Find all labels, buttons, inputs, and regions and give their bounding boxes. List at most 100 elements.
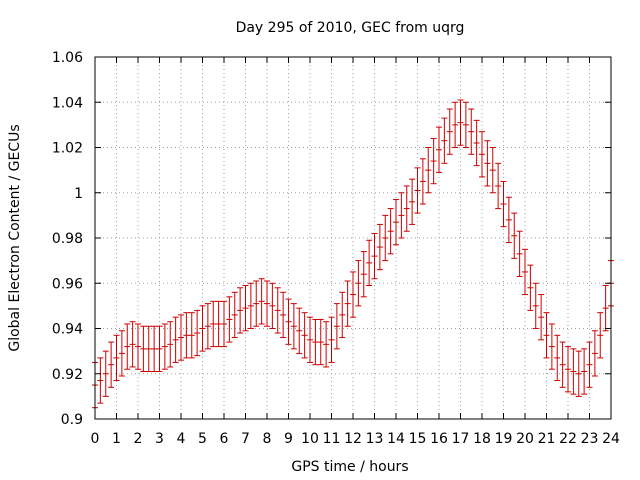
x-tick-label: 0 (91, 431, 100, 447)
error-bar-point (280, 291, 287, 339)
y-tick-label: 0.94 (52, 322, 83, 338)
error-bar-point (473, 119, 480, 167)
error-bar-point (178, 314, 184, 361)
x-tick-label: 13 (366, 431, 384, 447)
x-tick-label: 8 (263, 431, 272, 447)
x-tick-label: 18 (473, 431, 491, 447)
x-tick-label: 3 (155, 431, 164, 447)
error-bar-point (350, 271, 356, 318)
y-tick-label: 0.98 (52, 231, 83, 247)
x-tick-label: 7 (241, 431, 250, 447)
y-tick-label: 1.02 (52, 141, 83, 157)
error-bar-point (113, 334, 120, 382)
error-bar-point (328, 316, 335, 363)
error-bar-point (312, 318, 319, 366)
error-bar-point (221, 300, 227, 348)
x-tick-label: 19 (495, 431, 513, 447)
error-bar-point (419, 158, 426, 205)
error-bar-point (591, 330, 598, 377)
error-bar-series (92, 99, 614, 409)
error-bar-point (403, 185, 410, 232)
error-bar-point (204, 303, 211, 350)
error-bar-point (274, 287, 281, 334)
x-tick-label: 12 (344, 431, 362, 447)
error-bar-point (285, 298, 292, 345)
error-bar-point (559, 341, 566, 388)
error-bar-point (602, 285, 609, 332)
error-bar-point (484, 140, 491, 187)
error-bar-point (522, 248, 528, 296)
error-bar-point (479, 131, 485, 178)
error-bar-point (135, 323, 141, 370)
error-bar-point (430, 137, 437, 185)
error-bar-point (156, 325, 163, 372)
error-bar-point (398, 192, 405, 239)
x-tick-label: 14 (387, 431, 405, 447)
error-bar-point (231, 291, 238, 339)
error-bar-point (108, 341, 115, 388)
error-bar-point (339, 291, 346, 339)
error-bar-point (543, 312, 550, 359)
error-bar-point (565, 346, 571, 393)
error-bar-point (387, 208, 394, 255)
y-tick-label: 1.06 (52, 50, 83, 66)
error-bar-point (253, 280, 260, 327)
error-bar-point (409, 178, 416, 225)
error-bar-point (495, 162, 502, 210)
error-bar-point (554, 334, 561, 382)
x-tick-label: 16 (430, 431, 448, 447)
axis-ticks: 0 1 2 3 4 5 6 7 8 9 10 11 12 13 14 15 16 17 18 19 20 21 22 23 24… (52, 50, 620, 447)
error-bar-point (102, 350, 109, 397)
x-tick-label: 5 (198, 431, 207, 447)
error-bar-point (264, 280, 270, 327)
error-bar-point (581, 348, 588, 395)
error-bar-point (97, 357, 104, 404)
error-bar-point (355, 260, 362, 307)
y-tick-label: 1.04 (52, 95, 83, 111)
error-bar-point (376, 223, 383, 271)
error-bar-point (527, 264, 534, 311)
error-bar-point (140, 325, 147, 372)
error-bar-point (382, 214, 389, 262)
x-tick-label: 24 (602, 431, 620, 447)
error-bar-point (586, 341, 593, 388)
error-bar-point (570, 348, 577, 395)
error-bar-point (462, 101, 469, 148)
error-bar-point (167, 321, 174, 368)
error-bar-point (290, 303, 297, 350)
x-tick-label: 1 (112, 431, 121, 447)
error-bar-point (124, 323, 131, 370)
error-bar-point (247, 282, 254, 329)
x-tick-label: 11 (323, 431, 341, 447)
error-bar-point (226, 296, 233, 343)
error-bar-point (597, 312, 604, 359)
x-tick-label: 6 (220, 431, 229, 447)
x-tick-label: 9 (284, 431, 293, 447)
error-bar-point (505, 196, 512, 244)
error-bar-point (575, 350, 582, 397)
error-bar-point (194, 309, 201, 357)
error-bar-point (317, 318, 324, 366)
x-axis-label: GPS time / hours (291, 459, 408, 475)
error-bar-point (538, 294, 545, 341)
error-bar-point (468, 108, 475, 155)
error-bar-point (489, 147, 496, 194)
error-bar-point (532, 282, 539, 329)
error-bar-point (441, 117, 448, 164)
error-bar-point (296, 307, 303, 354)
chart-title: Day 295 of 2010, GEC from uqrg (236, 20, 465, 36)
error-bar-point (145, 325, 152, 372)
error-bar-point (366, 239, 373, 287)
error-bar-point (436, 126, 442, 173)
error-bar-point (161, 323, 168, 370)
error-bar-point (118, 330, 125, 377)
error-bar-point (425, 147, 432, 194)
error-bar-point (457, 99, 464, 146)
error-bar-point (393, 199, 399, 246)
error-bar-point (414, 167, 421, 214)
error-bar-point (333, 303, 340, 350)
error-bar-point (301, 312, 308, 359)
x-tick-label: 21 (538, 431, 556, 447)
y-tick-label: 1 (74, 186, 83, 202)
error-bar-point (323, 321, 330, 368)
